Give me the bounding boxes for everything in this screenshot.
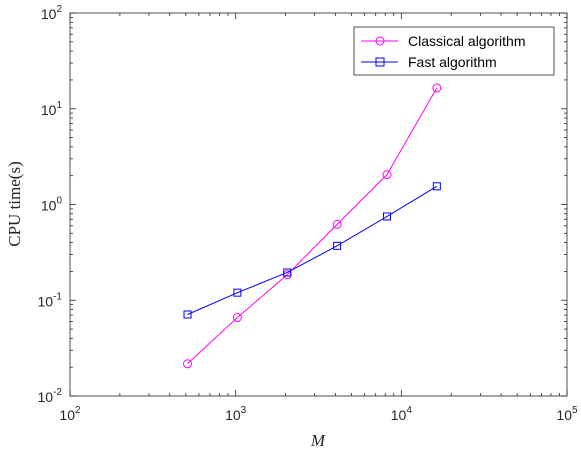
series-layer: [183, 83, 442, 369]
y-axis: 10-2 10-1 100 101 102: [38, 4, 567, 405]
series-1-point-1: [233, 288, 242, 297]
series-line-1: [187, 185, 438, 315]
legend-box: [353, 26, 555, 76]
series-1-point-5: [432, 182, 441, 191]
series-1-point-4: [382, 212, 391, 221]
legend-label-fast: Fast algorithm: [408, 54, 497, 70]
x-tick-label-1: 103: [225, 405, 247, 423]
series-0-point-1: [232, 313, 242, 323]
y-tick-label-4: 102: [41, 4, 63, 22]
x-tick-label-3: 105: [556, 405, 578, 423]
x-axis: 102 103 104 105: [59, 13, 578, 423]
y-tick-label-3: 101: [41, 100, 63, 118]
y-axis-label: CPU time(s): [5, 161, 24, 246]
legend-marker-classical: [375, 36, 385, 46]
series-0-point-4: [382, 170, 392, 180]
y-tick-label-1: 10-1: [38, 291, 63, 309]
legend-label-classical: Classical algorithm: [408, 33, 525, 49]
y-tick-label-2: 100: [41, 196, 63, 214]
x-tick-label-2: 104: [391, 405, 413, 423]
x-tick-label-0: 102: [59, 405, 81, 423]
plot-area: [69, 12, 568, 397]
legend: Classical algorithm Fast algorithm: [353, 26, 555, 76]
series-1-point-2: [283, 268, 292, 277]
series-0-point-3: [332, 219, 342, 229]
series-1-point-3: [333, 241, 342, 250]
series-0-point-5: [432, 83, 442, 93]
x-axis-label: M: [310, 431, 326, 450]
y-tick-label-0: 10-2: [38, 387, 63, 405]
series-line-0: [187, 87, 438, 365]
legend-marker-fast: [375, 57, 385, 67]
series-0-point-0: [183, 359, 193, 369]
series-1-point-0: [183, 310, 192, 319]
